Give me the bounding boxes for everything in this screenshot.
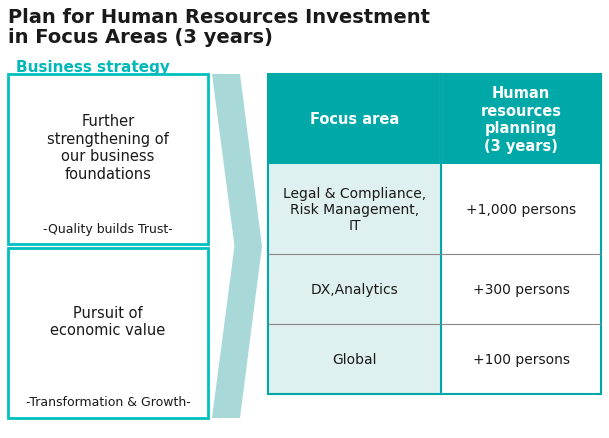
Text: Plan for Human Resources Investment: Plan for Human Resources Investment (8, 8, 430, 27)
FancyBboxPatch shape (268, 165, 441, 254)
FancyBboxPatch shape (268, 324, 441, 394)
Polygon shape (212, 75, 262, 418)
Text: +1,000 persons: +1,000 persons (466, 202, 576, 216)
Text: -Quality builds Trust-: -Quality builds Trust- (43, 222, 173, 235)
Text: Further
strengthening of
our business
foundations: Further strengthening of our business fo… (47, 114, 169, 181)
Text: Focus area: Focus area (310, 112, 400, 127)
Text: +300 persons: +300 persons (473, 283, 569, 297)
FancyBboxPatch shape (441, 254, 601, 324)
Text: in Focus Areas (3 years): in Focus Areas (3 years) (8, 28, 273, 47)
FancyBboxPatch shape (8, 248, 208, 418)
Text: Legal & Compliance,
Risk Management,
IT: Legal & Compliance, Risk Management, IT (283, 187, 426, 233)
FancyBboxPatch shape (8, 75, 208, 244)
Text: Human
resources
planning
(3 years): Human resources planning (3 years) (481, 86, 561, 153)
Text: Global: Global (333, 352, 377, 366)
FancyBboxPatch shape (268, 75, 601, 165)
FancyBboxPatch shape (268, 254, 441, 324)
Text: -Transformation & Growth-: -Transformation & Growth- (26, 396, 191, 409)
Text: Business strategy: Business strategy (16, 60, 170, 75)
Text: DX,Analytics: DX,Analytics (311, 283, 398, 297)
FancyBboxPatch shape (441, 324, 601, 394)
Text: +100 persons: +100 persons (473, 352, 569, 366)
FancyBboxPatch shape (441, 165, 601, 254)
Text: Pursuit of
economic value: Pursuit of economic value (51, 305, 166, 337)
